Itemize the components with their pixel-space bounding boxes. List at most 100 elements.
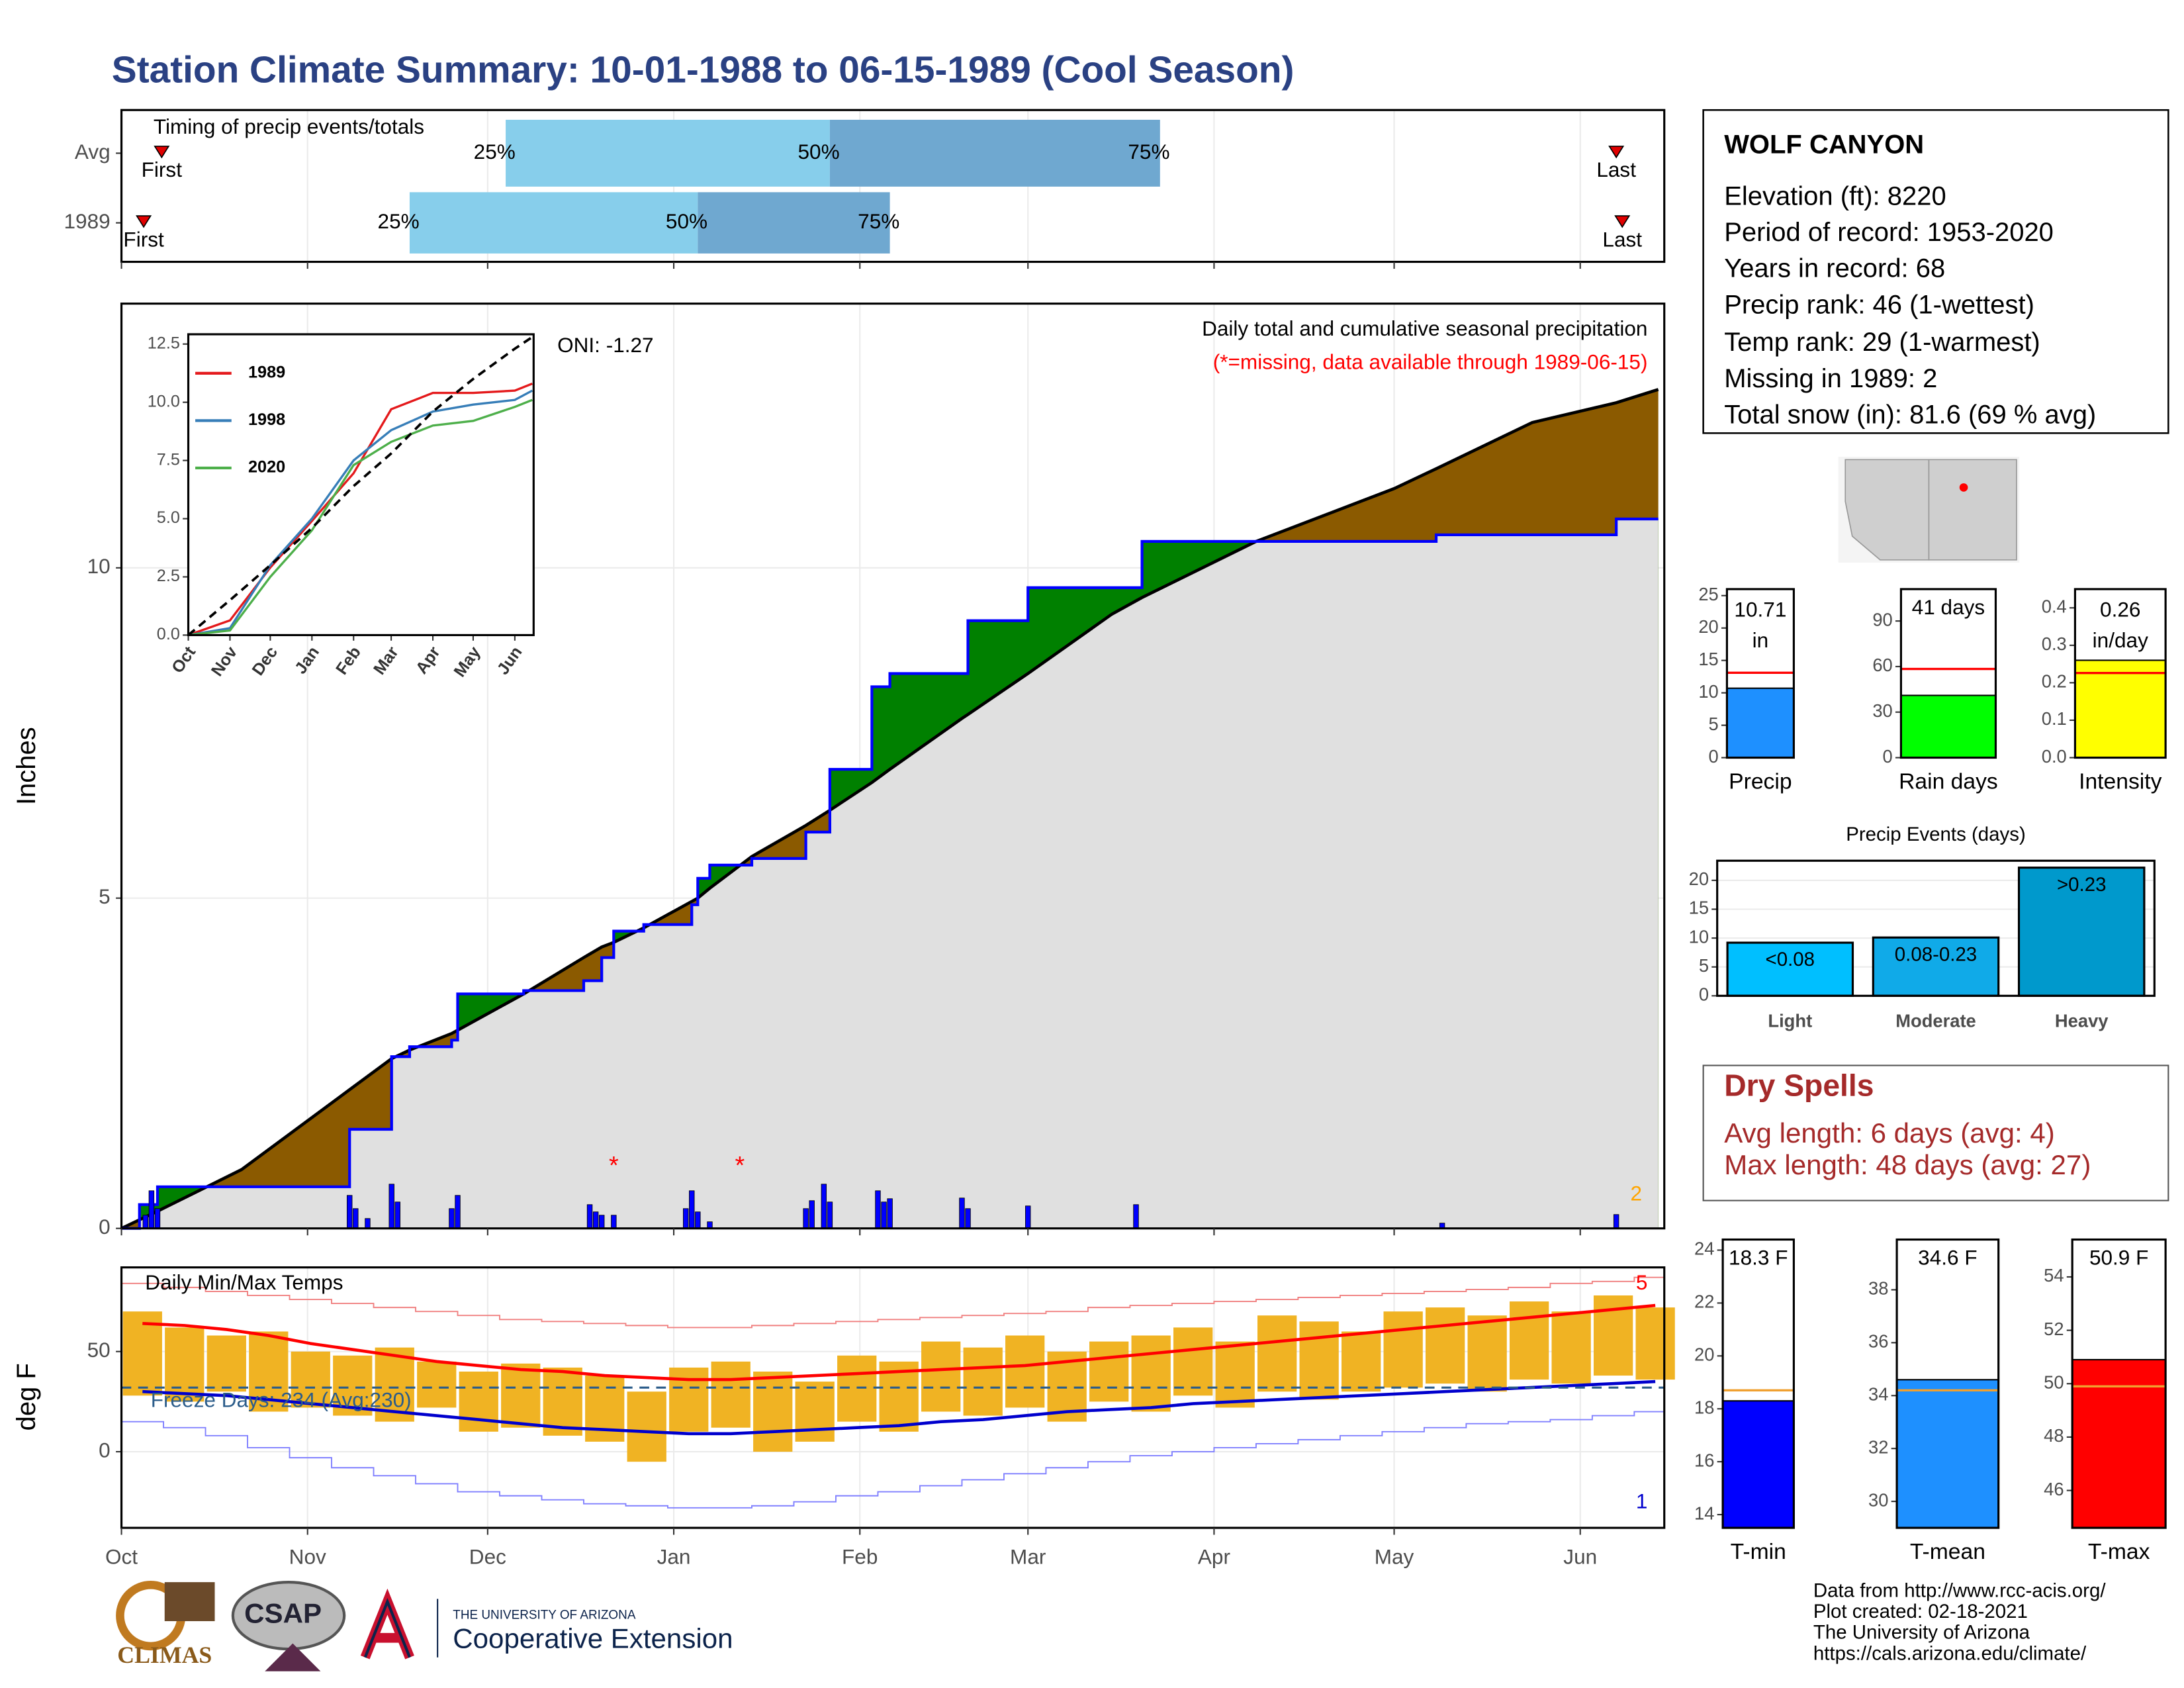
bin-label: >0.23 — [2057, 874, 2107, 896]
timing-marker — [154, 146, 170, 159]
category-label: Intensity — [2079, 769, 2162, 794]
plot-frame — [1899, 588, 1997, 759]
timing-bar — [829, 119, 1160, 187]
temp-bar — [1005, 1335, 1045, 1408]
y-tick-label: 20 — [1698, 616, 1718, 637]
station-line: Missing in 1989: 2 — [1724, 364, 1937, 393]
bin-label: 0.08-0.23 — [1895, 943, 1977, 965]
daily-bar — [827, 1201, 833, 1229]
y-tick-label: 5 — [1709, 714, 1719, 734]
y-tick-label: 0 — [1709, 746, 1719, 767]
timing-marker — [1614, 215, 1631, 228]
value-label: 0.26 in/day — [2093, 598, 2148, 652]
category-label: T-min — [1731, 1540, 1786, 1564]
y-tick-label: 0 — [99, 1215, 111, 1239]
timing-bar — [698, 192, 890, 254]
daily-bar — [353, 1208, 359, 1229]
value-label: 41 days — [1912, 595, 1985, 619]
missing-marker: * — [735, 1152, 745, 1180]
marker-label: Last — [1602, 227, 1642, 251]
ua-logo — [363, 1597, 412, 1658]
plot-frame — [1716, 859, 2156, 997]
daily-bar — [821, 1184, 827, 1229]
y-tick-label: 18 — [1694, 1397, 1714, 1417]
marker-label: First — [123, 227, 164, 251]
base-area — [121, 518, 1659, 1229]
y-tick-label: 12.5 — [148, 334, 180, 352]
legend-label: 1989 — [248, 363, 285, 382]
temp-bar — [1383, 1311, 1423, 1388]
observed-line — [121, 517, 1659, 1230]
daily-bar — [347, 1195, 353, 1229]
daily-bar — [154, 1208, 161, 1229]
plot-frame — [2071, 1238, 2167, 1529]
y-tick-label: 20 — [1694, 1344, 1714, 1365]
y-tick-label: 22 — [1694, 1291, 1714, 1312]
y-tick-label: 15 — [1689, 898, 1709, 918]
station-line: Period of record: 1953-2020 — [1724, 218, 2054, 247]
freeze-days: Freeze Days: 234 (Avg:230) — [151, 1388, 412, 1412]
daily-bar — [148, 1190, 155, 1229]
note: 1 — [1636, 1489, 1648, 1513]
y-tick-label: 10.0 — [148, 392, 180, 410]
station-box — [1702, 109, 2169, 434]
bar — [1726, 687, 1795, 759]
temp-bar — [1089, 1341, 1129, 1402]
category-label: Rain days — [1899, 769, 1998, 794]
daily-bar — [682, 1208, 689, 1229]
x-tick-label: Jan — [657, 1545, 691, 1569]
daily-bar — [586, 1204, 593, 1229]
note: 5 — [1636, 1270, 1648, 1294]
logo-text: CLIMAS — [117, 1642, 212, 1668]
y-tick-label: 24 — [1694, 1239, 1714, 1259]
x-tick-label: Nov — [289, 1545, 326, 1569]
row-label: 1989 — [64, 209, 111, 233]
marker-label: First — [142, 158, 183, 181]
y-tick-label: 0.4 — [2042, 596, 2067, 616]
station-line: Years in record: 68 — [1724, 254, 1945, 283]
daily-bar — [449, 1208, 455, 1229]
category-label: Precip — [1729, 769, 1792, 794]
value-label: 34.6 F — [1918, 1245, 1977, 1269]
temp-bar — [417, 1361, 457, 1408]
footer: CLIMAS CSAP THE UNIVERSITY OF ARIZONA Co… — [116, 1580, 2106, 1671]
average-line — [120, 388, 1659, 1230]
x-tick-label: Apr — [1198, 1545, 1230, 1569]
y-tick-label: 54 — [2044, 1265, 2064, 1286]
bar — [2074, 659, 2167, 759]
station-line: Elevation (ft): 8220 — [1724, 181, 1946, 211]
oni: ONI: -1.27 — [557, 333, 654, 357]
x-tick-label: Mar — [1010, 1545, 1046, 1569]
station-line: Total snow (in): 81.6 (69 % avg) — [1724, 400, 2096, 430]
inset-frame — [187, 333, 535, 636]
plot-frame — [120, 1266, 1666, 1529]
plot-frame — [120, 303, 1666, 1230]
daily-bar — [598, 1215, 605, 1229]
y-tick-label: 90 — [1872, 609, 1892, 630]
legend-label: 1998 — [248, 410, 285, 429]
timing-marker — [136, 215, 152, 228]
x-tick-label: May — [1375, 1545, 1414, 1569]
legend-label: 2020 — [248, 458, 285, 477]
y-tick-label: 0.1 — [2042, 708, 2067, 729]
category-label: T-max — [2088, 1540, 2150, 1564]
bar — [2017, 867, 2146, 997]
page-title: Station Climate Summary: 10-01-1988 to 0… — [112, 49, 1295, 91]
daily-bar — [809, 1200, 815, 1229]
temp-bar — [1131, 1335, 1171, 1412]
daily-bar — [881, 1201, 887, 1229]
daily-bar — [142, 1215, 149, 1229]
pct-label: 50% — [797, 140, 839, 164]
new-mexico — [1928, 459, 2017, 561]
daily-bar — [365, 1218, 371, 1229]
logo-text: CSAP — [244, 1598, 322, 1629]
temp-bar — [501, 1363, 541, 1428]
temp-bar — [1635, 1307, 1675, 1380]
daily-bar — [887, 1198, 893, 1229]
daily-bar — [611, 1215, 617, 1229]
temp-bar — [669, 1367, 709, 1432]
y-tick-label: 0.3 — [2042, 633, 2067, 654]
dry-spells-line: Max length: 48 days (avg: 27) — [1724, 1149, 2091, 1180]
temp-bar — [1426, 1307, 1465, 1384]
plot-frame — [1895, 1238, 2000, 1529]
